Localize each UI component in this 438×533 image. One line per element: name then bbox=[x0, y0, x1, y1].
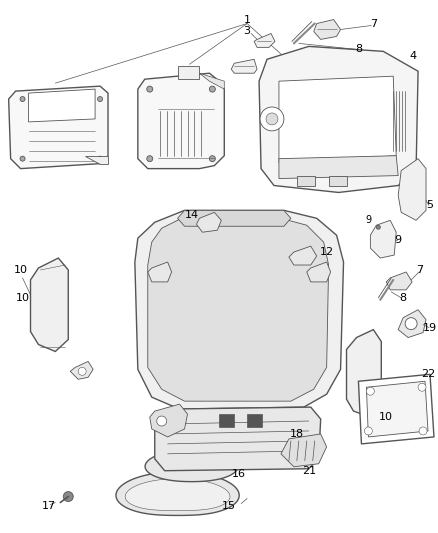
Polygon shape bbox=[358, 374, 434, 444]
Polygon shape bbox=[116, 472, 239, 515]
Polygon shape bbox=[346, 329, 381, 417]
Polygon shape bbox=[148, 219, 328, 401]
Text: 10: 10 bbox=[16, 293, 29, 303]
Circle shape bbox=[209, 86, 215, 92]
Polygon shape bbox=[307, 262, 331, 282]
Polygon shape bbox=[177, 66, 199, 79]
Circle shape bbox=[157, 416, 166, 426]
Circle shape bbox=[20, 156, 25, 161]
Text: 3: 3 bbox=[244, 27, 251, 36]
Text: 1: 1 bbox=[244, 14, 251, 25]
Text: 17: 17 bbox=[41, 502, 56, 512]
Polygon shape bbox=[281, 434, 327, 467]
Circle shape bbox=[147, 156, 153, 161]
Circle shape bbox=[98, 156, 102, 161]
Polygon shape bbox=[197, 212, 221, 232]
Text: 12: 12 bbox=[320, 247, 334, 257]
Polygon shape bbox=[85, 156, 108, 164]
Polygon shape bbox=[31, 258, 68, 351]
Circle shape bbox=[98, 96, 102, 102]
Text: 19: 19 bbox=[423, 322, 437, 333]
Polygon shape bbox=[398, 159, 426, 220]
Text: 8: 8 bbox=[399, 293, 407, 303]
Circle shape bbox=[367, 387, 374, 395]
Polygon shape bbox=[199, 73, 224, 89]
Polygon shape bbox=[279, 156, 398, 179]
Text: 14: 14 bbox=[184, 211, 198, 220]
Circle shape bbox=[418, 383, 426, 391]
Polygon shape bbox=[398, 310, 426, 337]
Text: 16: 16 bbox=[232, 469, 246, 479]
Polygon shape bbox=[155, 407, 321, 471]
Text: 9: 9 bbox=[395, 235, 402, 245]
Text: 10: 10 bbox=[379, 412, 393, 422]
Polygon shape bbox=[150, 404, 187, 437]
Circle shape bbox=[147, 86, 153, 92]
Polygon shape bbox=[367, 381, 428, 437]
Polygon shape bbox=[259, 46, 418, 192]
Circle shape bbox=[260, 107, 284, 131]
Circle shape bbox=[78, 367, 86, 375]
Polygon shape bbox=[231, 59, 257, 73]
Text: 4: 4 bbox=[410, 51, 417, 61]
Circle shape bbox=[20, 96, 25, 102]
Polygon shape bbox=[314, 20, 341, 39]
Polygon shape bbox=[328, 175, 346, 185]
Circle shape bbox=[419, 427, 427, 435]
Polygon shape bbox=[371, 220, 396, 258]
Circle shape bbox=[376, 225, 380, 229]
Text: 21: 21 bbox=[302, 466, 316, 476]
Circle shape bbox=[364, 427, 372, 435]
Circle shape bbox=[64, 491, 73, 502]
Polygon shape bbox=[289, 246, 317, 265]
Polygon shape bbox=[247, 414, 262, 427]
Text: 22: 22 bbox=[421, 369, 435, 379]
Text: 5: 5 bbox=[427, 200, 434, 211]
Text: 10: 10 bbox=[14, 265, 28, 275]
Polygon shape bbox=[125, 479, 230, 511]
Polygon shape bbox=[279, 76, 396, 163]
Polygon shape bbox=[28, 89, 95, 122]
Polygon shape bbox=[297, 175, 315, 185]
Polygon shape bbox=[70, 361, 93, 379]
Circle shape bbox=[209, 156, 215, 161]
Polygon shape bbox=[138, 73, 224, 168]
Polygon shape bbox=[9, 86, 108, 168]
Text: 8: 8 bbox=[355, 44, 362, 54]
Polygon shape bbox=[386, 272, 412, 290]
Polygon shape bbox=[145, 450, 238, 482]
Circle shape bbox=[266, 113, 278, 125]
Polygon shape bbox=[135, 211, 343, 409]
Polygon shape bbox=[177, 211, 291, 226]
Text: 15: 15 bbox=[222, 502, 236, 512]
Polygon shape bbox=[219, 414, 234, 427]
Text: 9: 9 bbox=[365, 215, 371, 225]
Text: 7: 7 bbox=[417, 265, 424, 275]
Polygon shape bbox=[254, 34, 275, 47]
Circle shape bbox=[405, 318, 417, 329]
Polygon shape bbox=[148, 262, 172, 282]
Text: 18: 18 bbox=[290, 429, 304, 439]
Text: 7: 7 bbox=[370, 19, 377, 29]
